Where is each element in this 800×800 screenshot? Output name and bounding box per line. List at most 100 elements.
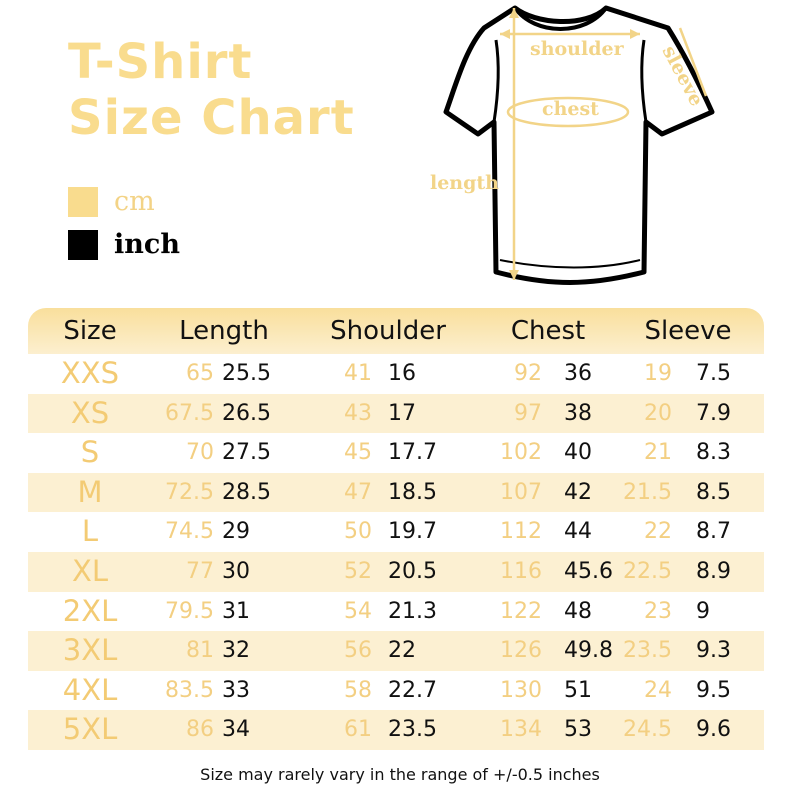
shoulder-cm-cell: 58	[344, 677, 372, 703]
table-row: XXS 65 25.5 41 16 92 36 19 7.5	[28, 354, 764, 394]
sleeve-inch-cell: 9.3	[696, 638, 731, 664]
table-row: L 74.5 29 50 19.7 112 44 22 8.7	[28, 512, 764, 552]
length-cm-cell: 83.5	[165, 677, 214, 703]
shoulder-inch-cell: 21.3	[388, 598, 437, 624]
length-cm-cell: 81	[186, 638, 214, 664]
sleeve-inch-cell: 7.5	[696, 361, 731, 386]
size-cell: 4XL	[62, 672, 118, 707]
length-cm-cell: 67.5	[165, 400, 214, 426]
chest-inch-cell: 36	[564, 361, 592, 386]
chest-inch-cell: 53	[564, 717, 592, 743]
shoulder-arrow-left	[500, 29, 510, 39]
sleeve-cm-cell: 24	[644, 677, 672, 703]
chest-cm-cell: 112	[500, 519, 542, 545]
chest-cm-cell: 134	[500, 717, 542, 743]
sleeve-cm-cell: 24.5	[623, 717, 672, 743]
tshirt-right-seam	[640, 39, 648, 123]
chest-cm-cell: 130	[500, 677, 542, 703]
sleeve-inch-cell: 8.7	[696, 519, 731, 545]
shoulder-inch-cell: 16	[388, 361, 416, 386]
sleeve-cm-cell: 21.5	[623, 479, 672, 505]
length-cm-cell: 74.5	[165, 519, 214, 545]
length-inch-cell: 34	[222, 717, 250, 743]
length-inch-cell: 33	[222, 677, 250, 703]
length-cm-cell: 72.5	[165, 479, 214, 505]
length-arrow-top	[509, 8, 519, 18]
size-cell: M	[77, 474, 103, 509]
chart-title: T-Shirt Size Chart	[68, 34, 355, 146]
size-cell: XS	[70, 395, 110, 430]
title-line-2: Size Chart	[68, 90, 355, 146]
legend-inch-swatch	[68, 230, 98, 260]
size-cell: XXS	[60, 356, 120, 390]
chest-inch-cell: 42	[564, 479, 592, 505]
tshirt-left-seam	[492, 39, 500, 123]
length-inch-cell: 28.5	[222, 479, 271, 505]
chest-cm-cell: 116	[500, 558, 542, 584]
sleeve-inch-cell: 7.9	[696, 400, 731, 426]
length-label: length	[430, 172, 499, 194]
tshirt-collar	[513, 6, 608, 31]
chest-inch-cell: 51	[564, 677, 592, 703]
legend-cm-swatch	[68, 187, 98, 217]
shoulder-label: shoulder	[530, 38, 624, 60]
legend-inch: inch	[68, 230, 180, 260]
header-size: Size	[63, 316, 117, 346]
length-inch-cell: 26.5	[222, 400, 271, 426]
sleeve-cm-cell: 22	[644, 519, 672, 545]
length-cm-cell: 70	[186, 440, 214, 466]
shoulder-cm-cell: 54	[344, 598, 372, 624]
chest-inch-cell: 40	[564, 440, 592, 466]
shoulder-inch-cell: 17	[388, 400, 416, 426]
chest-inch-cell: 38	[564, 400, 592, 426]
table-row: 3XL 81 32 56 22 126 49.8 23.5 9.3	[28, 631, 764, 671]
sleeve-cm-cell: 20	[644, 400, 672, 426]
sleeve-measure-line	[678, 27, 708, 97]
size-table-header: Size Length Shoulder Chest Sleeve	[28, 308, 764, 354]
shoulder-inch-cell: 22.7	[388, 677, 437, 703]
length-arrow-bottom	[509, 270, 519, 280]
shoulder-inch-cell: 17.7	[388, 440, 437, 466]
table-row: XS 67.5 26.5 43 17 97 38 20 7.9	[28, 393, 764, 434]
sleeve-cm-cell: 21	[644, 440, 672, 466]
header-length: Length	[179, 316, 269, 346]
length-inch-cell: 27.5	[222, 440, 271, 466]
shoulder-inch-cell: 18.5	[388, 479, 437, 505]
shoulder-cm-cell: 41	[344, 361, 372, 386]
shoulder-inch-cell: 19.7	[388, 519, 437, 545]
table-row: 4XL 83.5 33 58 22.7 130 51 24 9.5	[28, 671, 764, 711]
size-cell: 5XL	[62, 712, 118, 747]
chest-cm-cell: 92	[514, 361, 542, 386]
size-cell: S	[80, 435, 100, 470]
tshirt-hem	[499, 259, 641, 269]
shoulder-inch-cell: 23.5	[388, 717, 437, 743]
length-inch-cell: 32	[222, 638, 250, 664]
header-shoulder: Shoulder	[330, 316, 446, 346]
shoulder-inch-cell: 22	[388, 638, 416, 664]
tshirt-outline	[443, 5, 715, 285]
size-cell: 3XL	[62, 633, 118, 668]
chest-cm-cell: 102	[500, 440, 542, 466]
sleeve-inch-cell: 9	[696, 598, 710, 624]
tshirt-diagram	[443, 5, 715, 285]
size-table: Size Length Shoulder Chest Sleeve XXS 65 2…	[28, 308, 764, 750]
chest-cm-cell: 126	[500, 638, 542, 664]
chest-inch-cell: 44	[564, 519, 592, 545]
chest-cm-cell: 107	[500, 479, 542, 505]
legend-inch-label: inch	[114, 229, 180, 260]
chest-inch-cell: 48	[564, 598, 592, 624]
shoulder-cm-cell: 47	[344, 479, 372, 505]
table-row: M 72.5 28.5 47 18.5 107 42 21.5 8.5	[28, 472, 764, 513]
length-cm-cell: 79.5	[165, 598, 214, 624]
shoulder-cm-cell: 56	[344, 638, 372, 664]
shoulder-arrow-right	[630, 29, 640, 39]
shoulder-cm-cell: 43	[344, 400, 372, 426]
chest-cm-cell: 97	[514, 400, 542, 426]
length-cm-cell: 86	[186, 717, 214, 743]
sleeve-inch-cell: 9.6	[696, 717, 731, 743]
shoulder-cm-cell: 45	[344, 440, 372, 466]
title-line-1: T-Shirt	[68, 34, 253, 90]
chest-inch-cell: 49.8	[564, 638, 613, 664]
shoulder-cm-cell: 50	[344, 519, 372, 545]
size-table-body: XXS 65 25.5 41 16 92 36 19 7.5 XS 67.5 26.5 43 17 97 38…	[28, 354, 764, 750]
